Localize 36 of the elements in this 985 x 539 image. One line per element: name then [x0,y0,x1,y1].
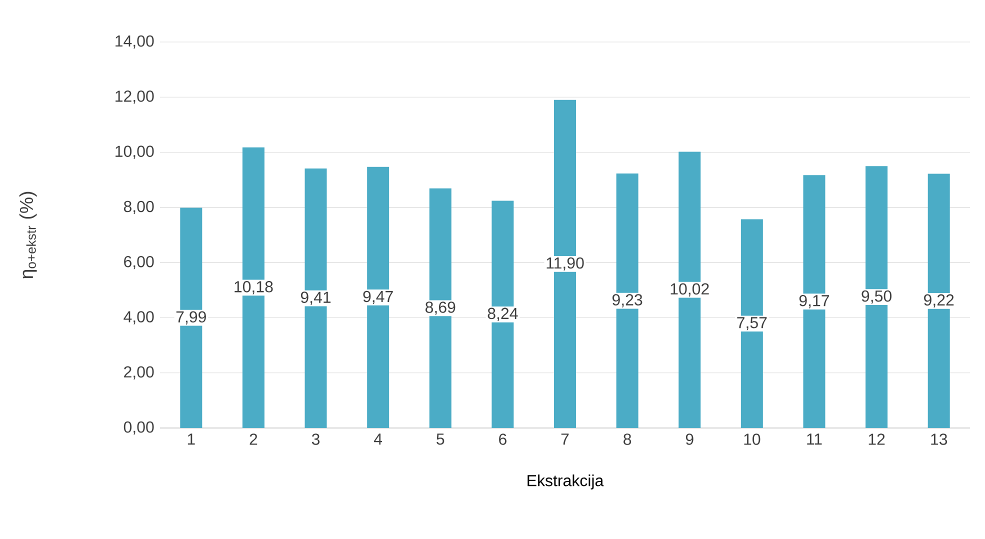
data-label: 9,17 [799,294,829,308]
x-tick-label: 11 [807,434,822,445]
data-label: 7,57 [737,317,767,330]
data-label: 8,69 [426,302,456,315]
y-tick-label: 6,00 [124,256,154,270]
data-label: 9,50 [862,290,892,304]
data-label: 10,18 [234,281,273,294]
y-tick-label: 0,00 [124,421,154,435]
y-tick-label: 2,00 [124,366,154,380]
x-tick-label: 13 [931,434,948,445]
x-tick-label: 12 [868,434,885,445]
x-tick-label: 2 [250,434,258,445]
x-tick-label: 4 [374,434,382,445]
data-label: 8,24 [488,308,518,322]
y-tick-label: 14,00 [116,35,154,49]
data-label: 9,47 [363,290,393,304]
y-tick-label: 10,00 [116,146,154,159]
data-label: 9,23 [612,294,642,308]
data-label: 9,22 [924,294,954,308]
x-axis-title: Ekstrakcija [528,474,604,490]
x-tick-label: 5 [436,434,444,445]
y-tick-label: 12,00 [116,90,154,104]
data-label: 7,99 [176,311,206,324]
x-tick-label: 1 [188,434,195,445]
y-tick-label: 4,00 [124,311,154,324]
y-tick-label: 8,00 [124,200,154,214]
x-tick-label: 3 [312,434,320,445]
data-label: 11,90 [546,257,584,271]
y-axis-title: η$_{o+ekstr}$ (%) [19,192,37,278]
data-label: 9,41 [300,292,331,305]
x-tick-label: 8 [624,434,632,445]
x-tick-label: 6 [499,434,506,445]
x-tick-label: 9 [686,434,694,445]
data-label: 10,02 [670,283,709,296]
x-tick-label: 10 [744,434,760,445]
x-tick-label: 7 [561,434,569,445]
